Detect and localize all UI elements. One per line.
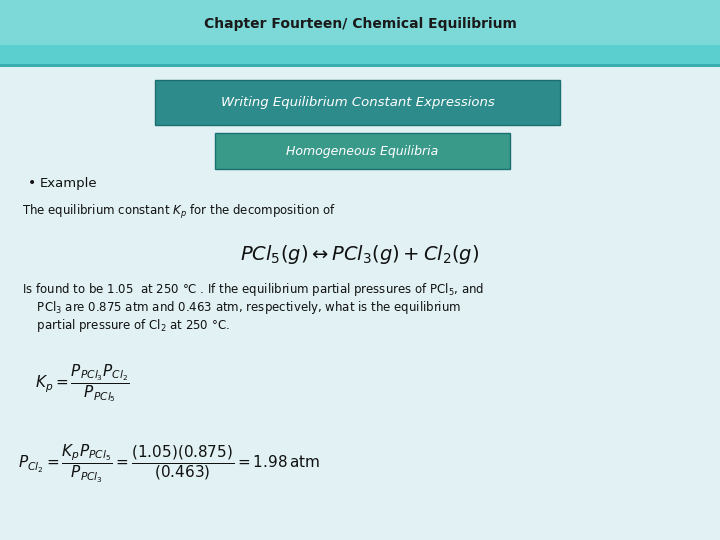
Text: Example: Example [40, 177, 98, 190]
Text: Writing Equilibrium Constant Expressions: Writing Equilibrium Constant Expressions [220, 96, 495, 109]
Text: PCl$_3$ are 0.875 atm and 0.463 atm, respectively, what is the equilibrium: PCl$_3$ are 0.875 atm and 0.463 atm, res… [22, 300, 461, 316]
Text: partial pressure of Cl$_2$ at 250 °C.: partial pressure of Cl$_2$ at 250 °C. [22, 318, 230, 334]
Text: Is found to be 1.05  at 250 °C . If the equilibrium partial pressures of PCl$_5$: Is found to be 1.05 at 250 °C . If the e… [22, 281, 485, 299]
Text: Chapter Fourteen/ Chemical Equilibrium: Chapter Fourteen/ Chemical Equilibrium [204, 17, 516, 31]
Text: The equilibrium constant $K_p$ for the decomposition of: The equilibrium constant $K_p$ for the d… [22, 203, 336, 221]
Bar [0, 67, 720, 540]
Text: $PCl_5(g) \leftrightarrow PCl_3(g) + Cl_2(g)$: $PCl_5(g) \leftrightarrow PCl_3(g) + Cl_… [240, 244, 480, 267]
Text: $P_{Cl_2} = \dfrac{K_p P_{PCl_5}}{P_{PCl_3}} = \dfrac{(1.05)(0.875)}{(0.463)} = : $P_{Cl_2} = \dfrac{K_p P_{PCl_5}}{P_{PCl… [18, 443, 320, 485]
Bar [215, 133, 510, 169]
Text: $K_p = \dfrac{P_{PCl_3}P_{Cl_2}}{P_{PCl_5}}$: $K_p = \dfrac{P_{PCl_3}P_{Cl_2}}{P_{PCl_… [35, 362, 130, 404]
Bar [0, 64, 720, 67]
Bar [0, 45, 720, 65]
Bar [0, 0, 720, 45]
Bar [155, 80, 560, 125]
Text: •: • [28, 176, 36, 190]
Text: Homogeneous Equilibria: Homogeneous Equilibria [287, 145, 438, 158]
